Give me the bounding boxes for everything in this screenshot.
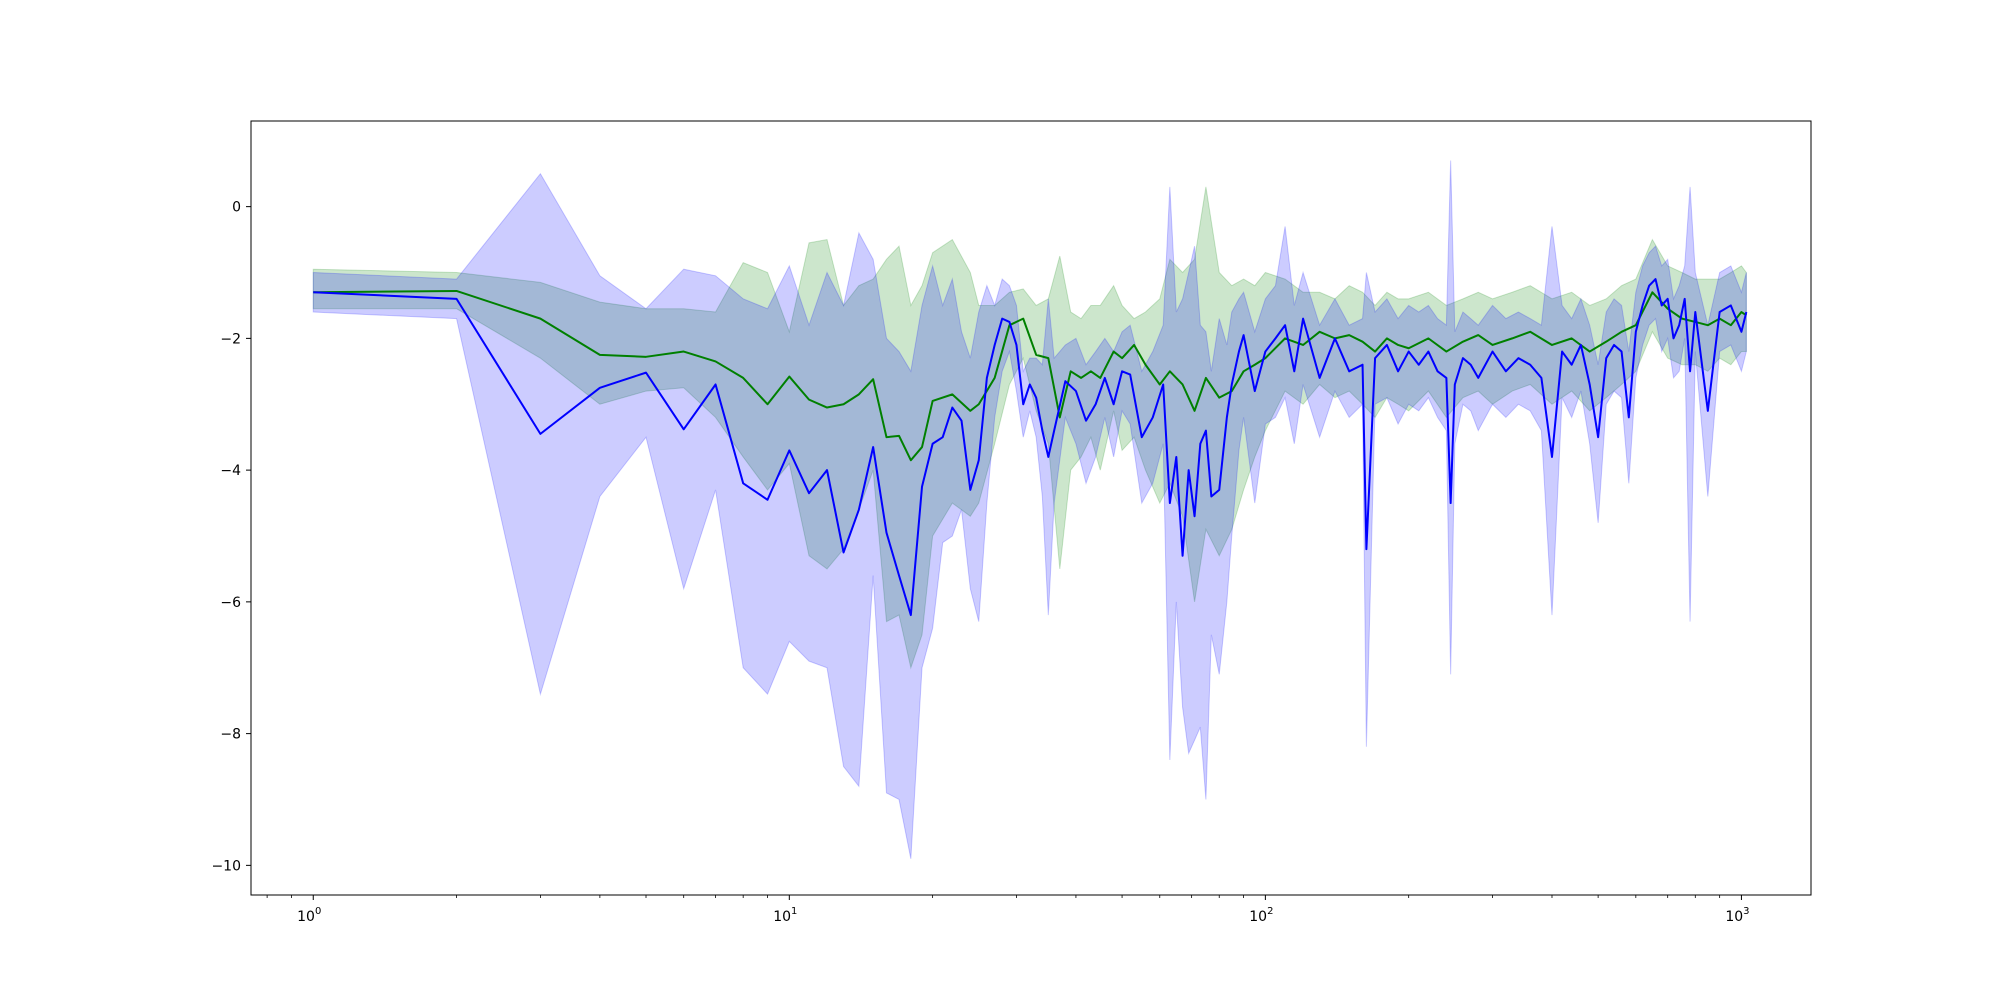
series-2-band (312, 160, 1747, 859)
x-tick-label: 101 (773, 906, 797, 925)
x-tick-label: 102 (1249, 906, 1273, 925)
plot-layer (312, 160, 1748, 859)
y-tick-label: −2 (220, 331, 241, 347)
y-tick-label: −4 (220, 463, 241, 479)
axis-layer: 0 −2 −4 −6 −8 −10 100 101 102 103 (211, 200, 1749, 925)
y-tick-label: −10 (211, 858, 241, 874)
x-tick-label: 100 (297, 906, 321, 925)
y-tick-label: −6 (220, 595, 241, 611)
series-1-band (312, 186, 1747, 670)
series-2-line (313, 278, 1748, 617)
x-tick-label: 103 (1725, 906, 1749, 925)
series-1-line (313, 289, 1747, 462)
y-tick-label: 0 (232, 200, 241, 216)
plot-frame (250, 120, 1812, 896)
y-tick-label: −8 (220, 727, 241, 743)
